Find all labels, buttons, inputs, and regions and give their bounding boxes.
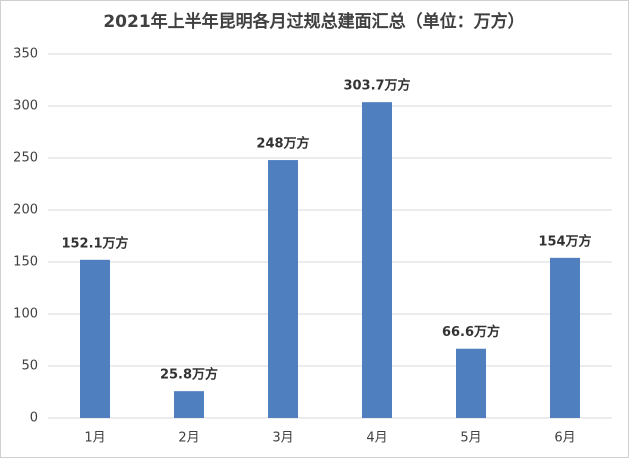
y-tick-label: 50	[21, 359, 38, 374]
bar	[362, 102, 392, 418]
value-label: 25.8万方	[160, 367, 218, 383]
bar	[550, 257, 580, 418]
x-tick-label: 4月	[366, 431, 387, 446]
y-tick-label: 350	[13, 47, 38, 62]
y-tick-label: 100	[13, 307, 38, 322]
y-tick-label: 250	[13, 151, 38, 166]
x-tick-label: 5月	[460, 431, 481, 446]
y-tick-label: 200	[13, 203, 38, 218]
x-tick-label: 2月	[178, 431, 199, 446]
chart-title: 2021年上半年昆明各月过规总建面汇总（单位：万方）	[103, 11, 524, 32]
bar	[456, 348, 486, 418]
value-label: 248万方	[256, 136, 309, 152]
y-tick-label: 300	[13, 99, 38, 114]
y-tick-label: 0	[30, 411, 38, 426]
bar	[174, 391, 204, 418]
value-label: 154万方	[538, 233, 591, 249]
bar	[268, 160, 298, 418]
x-tick-label: 6月	[554, 431, 575, 446]
x-tick-label: 3月	[272, 431, 293, 446]
y-tick-label: 150	[13, 255, 38, 270]
value-label: 303.7万方	[343, 78, 410, 94]
x-tick-label: 1月	[84, 431, 105, 446]
bar	[80, 259, 110, 418]
value-label: 152.1万方	[61, 235, 128, 251]
value-label: 66.6万方	[442, 324, 500, 340]
